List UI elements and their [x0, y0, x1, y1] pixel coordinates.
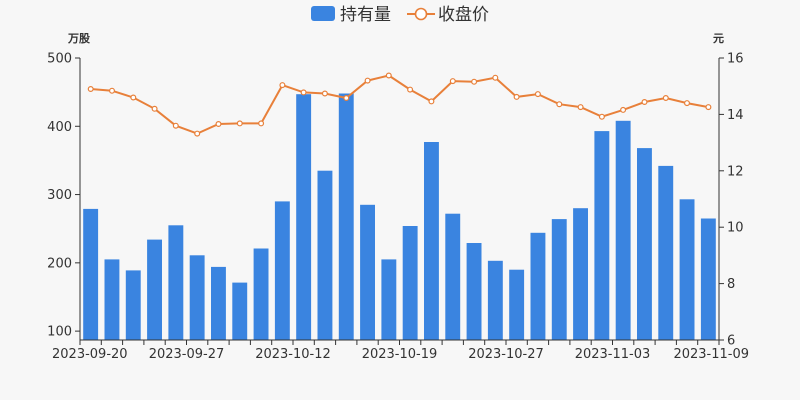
x-axis-tick-label: 2023-10-27: [468, 347, 544, 362]
close-price-point[interactable]: [172, 122, 179, 129]
holdings-bar[interactable]: [573, 208, 588, 340]
legend[interactable]: 持有量 收盘价: [311, 5, 489, 25]
close-price-point[interactable]: [321, 90, 328, 97]
close-price-point[interactable]: [641, 98, 648, 105]
legend-swatch-close-marker[interactable]: [414, 7, 428, 21]
close-price-point[interactable]: [534, 91, 541, 98]
holdings-bar[interactable]: [658, 165, 674, 340]
holdings-bar[interactable]: [104, 259, 120, 340]
holdings-bar[interactable]: [253, 248, 269, 341]
close-price-point[interactable]: [662, 94, 669, 101]
right-axis-tick-label: 16: [727, 52, 744, 67]
holdings-bar[interactable]: [338, 93, 354, 341]
holdings-bar[interactable]: [189, 255, 205, 340]
holdings-bar[interactable]: [232, 282, 248, 340]
right-axis-tick-label: 10: [727, 221, 744, 236]
x-axis-tick-label: 2023-11-03: [575, 347, 651, 362]
close-price-point[interactable]: [705, 104, 712, 111]
holdings-bar[interactable]: [424, 142, 439, 340]
close-price-point[interactable]: [598, 113, 605, 120]
holdings-bar[interactable]: [466, 243, 482, 340]
holdings-bars: [83, 93, 716, 341]
holdings-bar[interactable]: [317, 170, 333, 340]
right-axis-tick-label: 8: [727, 277, 735, 292]
holdings-bar[interactable]: [402, 226, 418, 340]
close-price-point[interactable]: [279, 82, 286, 89]
right-axis-tick-label: 14: [727, 108, 744, 123]
close-price-point[interactable]: [300, 89, 307, 96]
holdings-bar[interactable]: [551, 219, 567, 340]
close-price-point[interactable]: [87, 85, 94, 92]
close-price-point[interactable]: [620, 106, 627, 113]
x-axis-tick-label: 2023-11-09: [673, 347, 749, 362]
close-price-point[interactable]: [577, 104, 584, 111]
axes: 100 200 300 400 500 6 8 10 12 14 16 2023-09-20 2023-…: [47, 52, 749, 363]
close-price-point[interactable]: [683, 100, 690, 107]
holdings-bar[interactable]: [83, 208, 99, 340]
close-price-point[interactable]: [215, 120, 222, 127]
holdings-bar[interactable]: [679, 199, 695, 340]
holdings-bar[interactable]: [445, 213, 461, 340]
close-price-polyline: [90, 74, 709, 135]
left-axis-tick-label: 400: [47, 120, 72, 135]
close-price-point[interactable]: [258, 120, 265, 127]
left-axis-tick-label: 200: [47, 256, 72, 271]
holdings-bar[interactable]: [274, 201, 290, 340]
x-axis-tick-label: 2023-10-12: [255, 347, 331, 362]
right-axis-tick-label: 12: [727, 164, 744, 179]
close-price-point[interactable]: [556, 101, 563, 108]
x-axis-tick-label: 2023-09-20: [52, 347, 128, 362]
close-price-point[interactable]: [130, 94, 137, 101]
left-axis-tick-label: 500: [47, 52, 72, 67]
holdings-bar[interactable]: [637, 148, 652, 340]
x-axis-tick-label: 2023-09-27: [149, 347, 225, 362]
close-price-point[interactable]: [236, 120, 243, 127]
legend-label-holdings[interactable]: 持有量: [340, 5, 391, 25]
close-price-point[interactable]: [385, 72, 392, 79]
holdings-bar[interactable]: [296, 94, 312, 340]
holdings-bar[interactable]: [360, 204, 375, 340]
holdings-bar[interactable]: [147, 239, 162, 340]
close-price-point[interactable]: [194, 130, 201, 137]
holdings-bar[interactable]: [530, 232, 546, 340]
left-axis-unit: 万股: [67, 32, 91, 45]
holdings-bar[interactable]: [168, 225, 184, 340]
close-price-point[interactable]: [343, 94, 350, 101]
holdings-bar[interactable]: [211, 266, 226, 340]
close-price-point[interactable]: [492, 74, 499, 81]
right-axis-unit: 元: [713, 32, 724, 45]
holdings-bar[interactable]: [700, 218, 716, 341]
close-price-point[interactable]: [449, 78, 456, 85]
holdings-bar[interactable]: [125, 270, 141, 340]
holdings-bar[interactable]: [615, 120, 631, 340]
close-price-point[interactable]: [513, 93, 520, 100]
left-axis-tick-label: 300: [47, 188, 72, 203]
legend-swatch-holdings[interactable]: [311, 6, 335, 21]
holdings-bar[interactable]: [509, 269, 525, 340]
left-axis-tick-label: 100: [47, 325, 72, 340]
close-price-line: [87, 72, 712, 137]
right-axis-tick-label: 6: [727, 334, 735, 349]
close-price-point[interactable]: [428, 98, 435, 105]
close-price-point[interactable]: [471, 78, 478, 85]
holdings-bar[interactable]: [487, 260, 503, 340]
close-price-point[interactable]: [151, 105, 158, 112]
close-price-point[interactable]: [364, 77, 371, 84]
close-price-point[interactable]: [407, 86, 414, 93]
holdings-bar[interactable]: [381, 259, 397, 340]
x-axis-tick-label: 2023-10-19: [362, 347, 438, 362]
holdings-bar[interactable]: [594, 131, 610, 340]
close-price-point[interactable]: [108, 87, 115, 94]
legend-label-close[interactable]: 收盘价: [438, 5, 489, 25]
